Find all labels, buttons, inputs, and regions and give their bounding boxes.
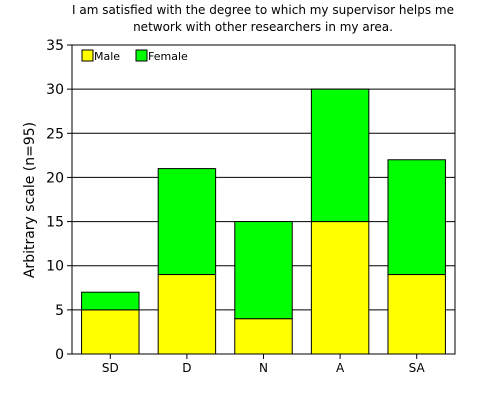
bars [81,88,446,355]
y-tick-label-3: 15 [46,215,64,231]
y-axis-label: Arbitrary scale (n=95) [22,122,38,278]
bar-female-a [310,88,370,223]
legend: Male Female [81,49,188,63]
bar-male-sa [387,274,446,355]
y-tick-label-1: 5 [55,303,64,319]
y-tick-label-6: 30 [46,82,64,98]
bar-male-a [310,221,370,355]
x-tick-label-sd: SD [102,361,119,375]
y-tick-label-7: 35 [46,38,64,54]
x-tick-label-d: D [182,361,191,375]
bar-female-d [157,168,217,276]
chart-title: I am satisfied with the degree to which … [72,3,454,34]
axes: 0 5 10 15 20 25 30 35 SD D N A SA [46,38,456,375]
legend-swatch-female [135,49,148,62]
bar-female-sa [387,159,446,276]
legend-label-male: Male [94,50,120,63]
bar-female-sd [81,291,140,311]
bar-male-n [234,318,293,355]
bar-female-n [234,221,293,320]
legend-swatch-male [81,49,94,62]
x-tick-label-n: N [259,361,268,375]
chart-title-line-1: I am satisfied with the degree to which … [72,3,454,17]
legend-label-female: Female [148,50,188,63]
y-tick-label-4: 20 [46,170,64,186]
x-tick-label-a: A [336,361,345,375]
x-tick-label-sa: SA [409,361,426,375]
bar-male-d [157,274,217,355]
y-tick-label-2: 10 [46,259,64,275]
chart-title-line-2: network with other researchers in my are… [133,20,393,34]
y-tick-label-5: 25 [46,126,64,142]
bar-male-sd [81,309,140,355]
y-tick-label-0: 0 [55,347,64,363]
